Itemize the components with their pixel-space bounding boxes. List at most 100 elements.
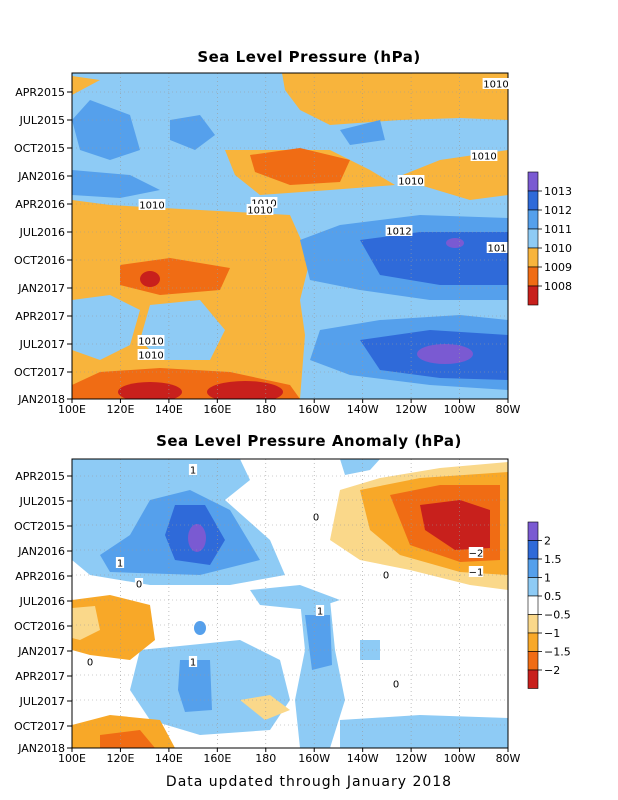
- contour-label-bg: [482, 78, 510, 89]
- anom-region-pos-mid: [250, 585, 340, 610]
- anom-region-1-160w: [305, 615, 332, 670]
- y-tick-label: OCT2017: [14, 366, 65, 379]
- slp-region-west-1010: [72, 200, 310, 399]
- anom-region-2: [188, 524, 206, 552]
- x-tick-label: 140E: [155, 752, 183, 765]
- slp-region-east-1010: [400, 150, 508, 200]
- footer-note: Data updated through January 2018: [165, 774, 453, 790]
- colorbar-swatch: [527, 190, 539, 211]
- contour-label-bg: [381, 569, 391, 580]
- anom-region-pos-bottom: [340, 715, 508, 748]
- x-tick-label: 120W: [395, 403, 427, 416]
- anom-y-axis: APR2015 JUL2015 OCT2015 JAN2016 APR2016 JUL20…: [14, 470, 72, 755]
- contour-label: 1: [190, 658, 196, 669]
- contour-label-bg: [134, 578, 144, 589]
- contour-label: 1010: [471, 152, 496, 163]
- slp-field: [72, 73, 508, 399]
- x-tick-label: 80W: [496, 403, 521, 416]
- anom-region-pos-top: [72, 459, 200, 492]
- colorbar-label: −1: [544, 627, 560, 640]
- contour-label-bg: [138, 199, 166, 210]
- y-tick-label: APR2017: [15, 310, 65, 323]
- slp-frame: [71, 72, 509, 400]
- contour-label-bg: [391, 678, 401, 689]
- y-tick-label: APR2015: [15, 86, 65, 99]
- colorbar-swatch: [527, 614, 539, 634]
- anom-region-pos-small: [360, 640, 380, 660]
- x-tick-label: 100W: [444, 752, 476, 765]
- contour-label-bg: [137, 335, 165, 346]
- contour-label-bg: [115, 557, 125, 568]
- contour-label-bg: [246, 204, 274, 215]
- y-tick-label: JUL2015: [19, 495, 65, 508]
- colorbar-label: 1012: [544, 204, 572, 217]
- x-tick-label: 100W: [444, 403, 476, 416]
- y-tick-label: OCT2016: [14, 254, 65, 267]
- colorbar-swatch: [527, 171, 539, 192]
- y-tick-label: JUL2016: [19, 595, 65, 608]
- colorbar-label: 0.5: [544, 590, 562, 603]
- contour-label: 1: [190, 466, 196, 477]
- x-tick-label: 140W: [347, 752, 379, 765]
- colorbar-swatch: [527, 669, 539, 689]
- contour-label: 1010: [138, 351, 163, 362]
- colorbar-swatch: [527, 521, 539, 541]
- contour-label: 1010: [138, 337, 163, 348]
- anom-field: [72, 459, 508, 748]
- slp-region-1008-c: [207, 381, 283, 399]
- contour-label-bg: [385, 225, 413, 236]
- anom-region-neg-sw: [72, 715, 175, 748]
- colorbar-label: −0.5: [544, 609, 571, 622]
- colorbar-swatch: [527, 540, 539, 560]
- y-tick-label: APR2016: [15, 198, 65, 211]
- colorbar-swatch: [527, 228, 539, 249]
- y-tick-label: JUL2017: [19, 695, 65, 708]
- x-tick-label: 100E: [58, 403, 86, 416]
- colorbar-swatch: [527, 247, 539, 268]
- slp-contour-labels: 101010101010101010101010101210101010101: [137, 78, 510, 362]
- x-tick-label: 160E: [203, 752, 231, 765]
- y-tick-label: APR2017: [15, 670, 65, 683]
- x-tick-label: 160E: [203, 403, 231, 416]
- contour-label-bg: [486, 242, 508, 253]
- contour-label: −2: [469, 549, 484, 560]
- chart1-title: Sea Level Pressure (hPa): [197, 48, 421, 66]
- y-tick-label: OCT2016: [14, 620, 65, 633]
- contour-label: 1: [117, 559, 123, 570]
- contour-label-bg: [468, 566, 484, 577]
- colorbar-swatch: [527, 651, 539, 671]
- slp-patch-1011-c: [340, 120, 385, 145]
- contour-label: 1010: [139, 201, 164, 212]
- contour-label-bg: [188, 656, 198, 667]
- colorbar-swatch: [527, 577, 539, 597]
- contour-label: −1: [469, 568, 484, 579]
- colorbar-label: 2: [544, 535, 551, 548]
- x-tick-label: 180: [255, 752, 276, 765]
- anom-region-neg-small: [240, 695, 290, 720]
- contour-label-bg: [137, 349, 165, 360]
- contour-label: 101: [487, 244, 506, 255]
- contour-label-bg: [250, 197, 278, 208]
- anom-x-axis: 100E 120E 140E 160E 180 160W 140W 120W 100W 80W: [58, 748, 521, 765]
- contour-label-bg: [85, 656, 95, 667]
- anom-region-neg15-sw: [100, 730, 155, 748]
- y-tick-label: JAN2018: [17, 742, 65, 755]
- slp-region-ne-1010: [282, 73, 508, 125]
- anom-region-neg-west-inner: [72, 606, 100, 640]
- colorbar-swatch: [527, 632, 539, 652]
- y-tick-label: JAN2017: [17, 645, 65, 658]
- colorbar-label: 1: [544, 572, 551, 585]
- y-tick-label: APR2016: [15, 570, 65, 583]
- y-tick-label: JUL2015: [19, 114, 65, 127]
- slp-region-1013-a: [446, 238, 464, 248]
- contour-label: 0: [383, 571, 389, 582]
- contour-label-bg: [397, 175, 425, 186]
- slp-patch-1011-a: [72, 100, 140, 160]
- contour-label: 0: [87, 658, 93, 669]
- y-tick-label: JAN2018: [17, 393, 65, 406]
- x-tick-label: 140W: [347, 403, 379, 416]
- colorbar-label: −2: [544, 664, 560, 677]
- chart2-title: Sea Level Pressure Anomaly (hPa): [156, 432, 462, 450]
- anom-region-1-small: [194, 621, 206, 635]
